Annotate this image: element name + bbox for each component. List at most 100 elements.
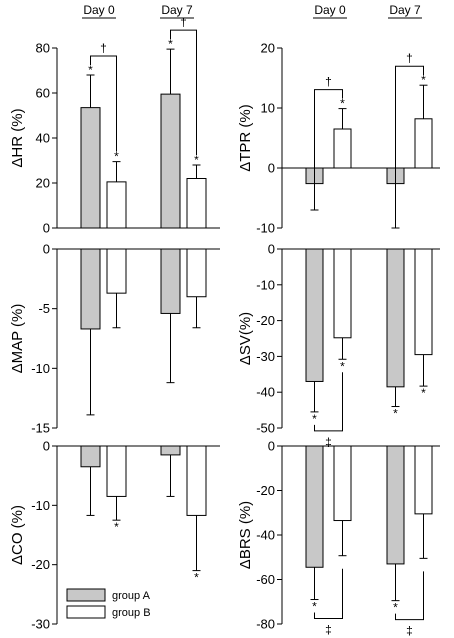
y-tick-label: -20 xyxy=(256,313,275,328)
y-tick-label: -40 xyxy=(256,385,275,400)
y-tick-label: -20 xyxy=(31,557,50,572)
panel-sv: -50 -40 -30 -20 -10 0 ΔSV(%) * * * * ‡ xyxy=(237,242,440,449)
panel-brs: -80 -60 -40 -20 0 ΔBRS (%) * * ‡ ‡ xyxy=(237,439,440,638)
bar-brs-group-a-day0 xyxy=(305,445,324,568)
y-tick-label: -10 xyxy=(31,498,50,513)
y-tick-label: 0 xyxy=(43,439,50,454)
y-tick-label: -80 xyxy=(256,617,275,632)
bar-sv-group-a-day7 xyxy=(386,248,405,388)
y-tick-label: 0 xyxy=(43,242,50,257)
y-tick-label: -10 xyxy=(256,277,275,292)
legend-label-group-a: group A xyxy=(112,590,151,602)
y-tick-label: -40 xyxy=(256,528,275,543)
header-left-day0: Day 0 xyxy=(83,3,115,17)
bar-co-group-b-day0 xyxy=(106,445,127,497)
y-tick-label: -10 xyxy=(256,221,275,236)
y-tick-label: 40 xyxy=(36,131,50,146)
y-tick-label: -20 xyxy=(256,483,275,498)
y-axis-label: ΔHR (%) xyxy=(9,108,26,167)
y-tick-label: -30 xyxy=(256,349,275,364)
y-tick-label: 20 xyxy=(261,41,275,56)
comparison-mark: † xyxy=(180,15,187,29)
panel-co: -30 -20 -10 0 ΔCO (%) * * xyxy=(9,439,220,632)
comparison-bracket xyxy=(314,568,343,620)
legend-swatch-group-a xyxy=(66,588,106,602)
y-tick-label: -5 xyxy=(38,301,50,316)
comparison-mark: † xyxy=(100,41,107,55)
legend-swatch-group-b xyxy=(66,605,106,619)
panel-hr: 0 20 40 60 80 ΔHR (%) * * * * † † xyxy=(9,15,220,236)
y-tick-label: 0 xyxy=(268,242,275,257)
panel-tpr: -10 0 10 20 ΔTPR (%) * * † † xyxy=(237,41,440,236)
bar-sv-group-b-day7 xyxy=(414,248,433,356)
y-tick-label: 20 xyxy=(36,176,50,191)
y-tick-label: 60 xyxy=(36,86,50,101)
y-tick-label: 0 xyxy=(268,161,275,176)
significance-star: * xyxy=(312,600,317,614)
y-tick-label: 0 xyxy=(43,221,50,236)
legend-label-group-b: group B xyxy=(112,607,151,619)
bar-map-group-b-day0 xyxy=(106,248,127,294)
significance-star: * xyxy=(340,97,345,111)
significance-star: * xyxy=(340,359,345,373)
bar-co-group-b-day7 xyxy=(186,445,207,516)
comparison-bracket xyxy=(170,29,197,155)
comparison-mark: † xyxy=(406,51,413,65)
bar-hr-group-a-day7 xyxy=(160,93,181,229)
bar-map-group-a-day7 xyxy=(160,248,181,314)
significance-star: * xyxy=(312,412,317,426)
comparison-bracket xyxy=(395,65,424,218)
significance-star: * xyxy=(194,153,199,167)
header-left: Day 0 Day 7 xyxy=(82,3,194,19)
y-tick-label: 10 xyxy=(261,101,275,116)
comparison-mark: † xyxy=(325,75,332,89)
significance-star: * xyxy=(114,520,119,534)
bar-brs-group-a-day7 xyxy=(386,445,405,565)
significance-star: * xyxy=(194,571,199,585)
bar-map-group-b-day7 xyxy=(186,248,207,298)
y-tick-label: 0 xyxy=(268,439,275,454)
y-tick-label: -60 xyxy=(256,572,275,587)
header-left-day7: Day 7 xyxy=(161,3,193,17)
y-tick-label: -50 xyxy=(256,421,275,436)
comparison-bracket xyxy=(314,372,343,432)
bar-map-group-a-day0 xyxy=(80,248,101,330)
comparison-bracket xyxy=(90,55,117,152)
header-right-day0: Day 0 xyxy=(314,3,346,17)
comparison-mark: ‡ xyxy=(325,623,332,637)
comparison-mark: ‡ xyxy=(406,624,413,638)
bar-tpr-group-b-day0 xyxy=(333,128,352,169)
panel-map: -15 -10 -5 0 ΔMAP (%) xyxy=(9,242,220,436)
significance-star: * xyxy=(393,601,398,615)
y-axis-label: ΔSV(%) xyxy=(237,312,254,365)
y-tick-label: -15 xyxy=(31,421,50,436)
y-tick-label: -30 xyxy=(31,617,50,632)
significance-star: * xyxy=(393,407,398,421)
comparison-bracket xyxy=(314,89,343,200)
significance-star: * xyxy=(421,386,426,400)
y-axis-label: ΔMAP (%) xyxy=(9,304,26,374)
bar-brs-group-b-day0 xyxy=(333,445,352,522)
bar-co-group-a-day7 xyxy=(160,445,181,456)
y-tick-label: -10 xyxy=(31,361,50,376)
bar-co-group-a-day0 xyxy=(80,445,101,468)
header-right-day7: Day 7 xyxy=(389,3,421,17)
significance-star: * xyxy=(168,37,173,51)
significance-star: * xyxy=(88,63,93,77)
comparison-mark: ‡ xyxy=(325,435,332,449)
bar-hr-group-b-day0 xyxy=(106,181,127,229)
significance-star: * xyxy=(114,150,119,164)
bar-hr-group-b-day7 xyxy=(186,178,207,229)
comparison-bracket xyxy=(395,571,424,621)
bar-tpr-group-b-day7 xyxy=(414,118,433,169)
y-axis-label: ΔBRS (%) xyxy=(237,501,254,569)
bar-sv-group-a-day0 xyxy=(305,248,324,382)
significance-star: * xyxy=(421,73,426,87)
bar-sv-group-b-day0 xyxy=(333,248,352,339)
y-axis-label: ΔCO (%) xyxy=(9,505,26,565)
bar-brs-group-b-day7 xyxy=(414,445,433,515)
bar-hr-group-a-day0 xyxy=(80,107,101,229)
legend: group A group B xyxy=(66,588,151,619)
y-tick-label: 80 xyxy=(36,41,50,56)
